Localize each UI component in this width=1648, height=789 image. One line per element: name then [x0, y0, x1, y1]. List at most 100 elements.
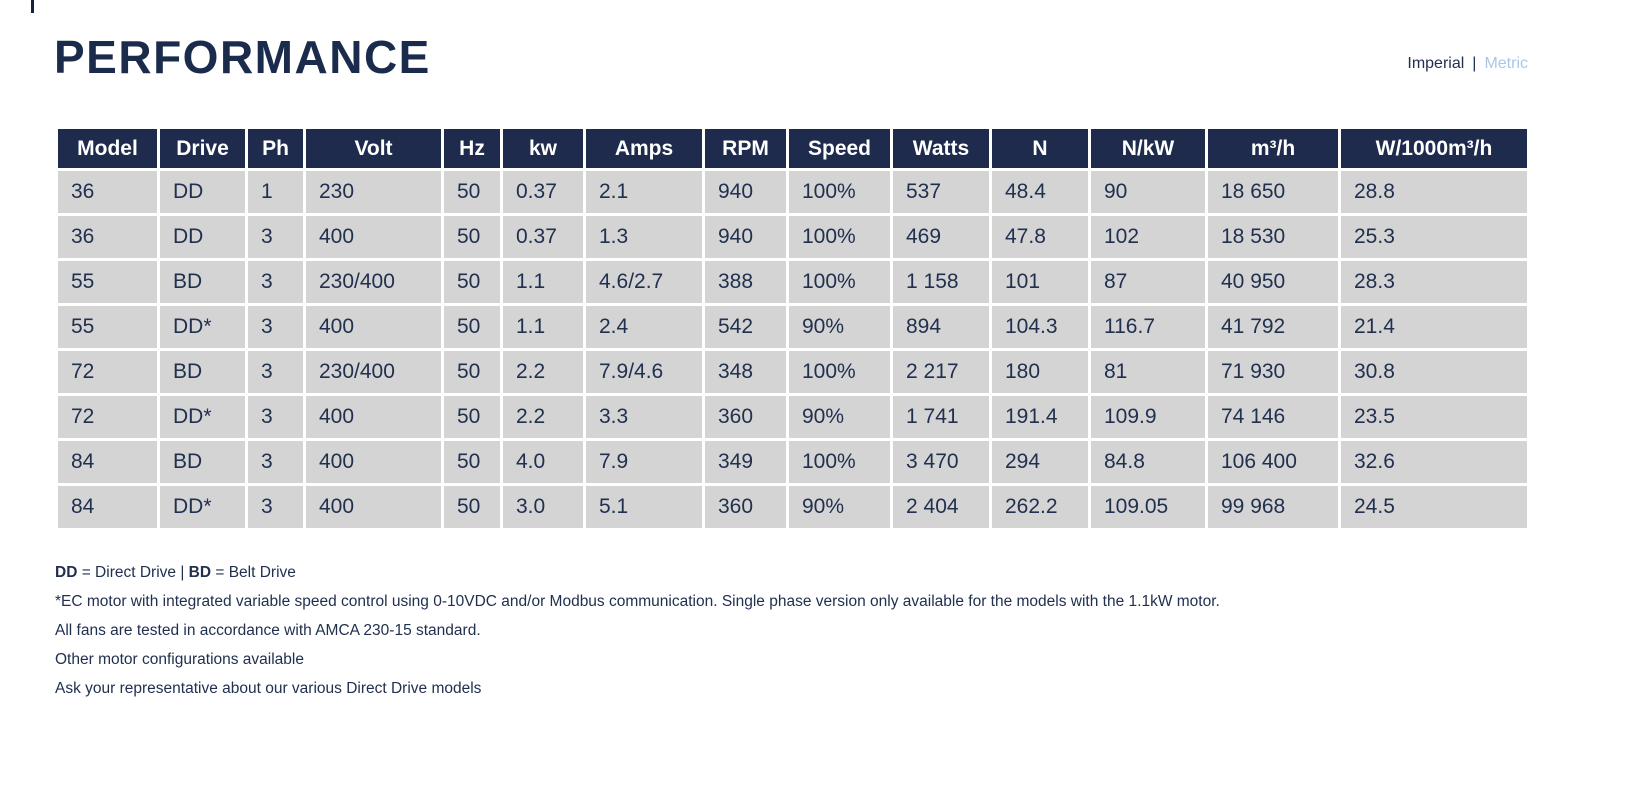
ec-motor-note: *EC motor with integrated variable speed…: [55, 593, 1220, 610]
cell-rpm: 940: [702, 168, 789, 216]
cell-w-1000m-h: 28.8: [1338, 168, 1530, 216]
cell-rpm: 360: [702, 483, 789, 531]
cell-watts: 894: [890, 303, 992, 351]
cell-ph: 1: [245, 168, 306, 216]
cell-speed: 100%: [786, 438, 893, 486]
cell-drive: DD*: [157, 303, 248, 351]
cell-watts: 2 404: [890, 483, 992, 531]
cell-m-h: 106 400: [1205, 438, 1341, 486]
cell-m-h: 40 950: [1205, 258, 1341, 306]
cell-w-1000m-h: 30.8: [1338, 348, 1530, 396]
cell-model: 36: [55, 168, 160, 216]
cell-ph: 3: [245, 258, 306, 306]
imperial-toggle[interactable]: Imperial: [1407, 55, 1465, 72]
cell-n: 48.4: [989, 168, 1091, 216]
cell-w-1000m-h: 23.5: [1338, 393, 1530, 441]
units-toggle: Imperial | Metric: [1407, 55, 1528, 73]
cell-w-1000m-h: 32.6: [1338, 438, 1530, 486]
cell-drive: BD: [157, 438, 248, 486]
cell-model: 36: [55, 213, 160, 261]
cell-m-h: 18 650: [1205, 168, 1341, 216]
cell-drive: BD: [157, 258, 248, 306]
cell-speed: 90%: [786, 303, 893, 351]
cell-n: 47.8: [989, 213, 1091, 261]
cell-w-1000m-h: 28.3: [1338, 258, 1530, 306]
cell-amps: 2.4: [583, 303, 705, 351]
cell-ph: 3: [245, 348, 306, 396]
representative-note: Ask your representative about our variou…: [55, 680, 482, 697]
cell-amps: 5.1: [583, 483, 705, 531]
cell-n-kw: 90: [1088, 168, 1208, 216]
table-row: 55 DD* 3 400 50 1.1 2.4 542 90% 894 104.3 116.7 41 7…: [55, 303, 1530, 351]
cell-model: 84: [55, 438, 160, 486]
cell-rpm: 349: [702, 438, 789, 486]
cell-kw: 4.0: [500, 438, 586, 486]
cell-m-h: 99 968: [1205, 483, 1341, 531]
cell-hz: 50: [441, 258, 503, 306]
cell-drive: BD: [157, 348, 248, 396]
cell-n-kw: 102: [1088, 213, 1208, 261]
cell-n-kw: 84.8: [1088, 438, 1208, 486]
cell-watts: 1 158: [890, 258, 992, 306]
cell-drive: DD*: [157, 483, 248, 531]
cell-kw: 1.1: [500, 258, 586, 306]
cell-m-h: 41 792: [1205, 303, 1341, 351]
cell-n-kw: 81: [1088, 348, 1208, 396]
cell-model: 72: [55, 348, 160, 396]
table-head-row: Model Drive Ph Volt Hz kw Amps RPM Speed Watts N N/…: [55, 126, 1530, 171]
cell-speed: 100%: [786, 348, 893, 396]
cell-ph: 3: [245, 303, 306, 351]
column-header-rpm: RPM: [702, 126, 789, 171]
table-body: 36 DD 1 230 50 0.37 2.1 940 100% 537 48.4 90 18 650 2…: [55, 168, 1530, 531]
cell-ph: 3: [245, 438, 306, 486]
cell-amps: 7.9: [583, 438, 705, 486]
cell-volt: 400: [303, 303, 444, 351]
table-row: 36 DD 1 230 50 0.37 2.1 940 100% 537 48.4 90 18 650 2…: [55, 168, 1530, 216]
amca-standard-note: All fans are tested in accordance with A…: [55, 622, 481, 639]
cell-n: 104.3: [989, 303, 1091, 351]
cell-w-1000m-h: 21.4: [1338, 303, 1530, 351]
cell-hz: 50: [441, 438, 503, 486]
cell-hz: 50: [441, 303, 503, 351]
table-row: 72 BD 3 230/400 50 2.2 7.9/4.6 348 100% 2 217 180 8…: [55, 348, 1530, 396]
cell-m-h: 71 930: [1205, 348, 1341, 396]
cell-hz: 50: [441, 168, 503, 216]
column-header-speed: Speed: [786, 126, 893, 171]
cell-n: 294: [989, 438, 1091, 486]
cell-speed: 90%: [786, 483, 893, 531]
metric-toggle[interactable]: Metric: [1484, 55, 1528, 72]
cell-watts: 537: [890, 168, 992, 216]
units-toggle-separator: |: [1472, 55, 1477, 72]
cell-n-kw: 116.7: [1088, 303, 1208, 351]
cell-rpm: 348: [702, 348, 789, 396]
cell-w-1000m-h: 25.3: [1338, 213, 1530, 261]
cell-n: 262.2: [989, 483, 1091, 531]
cell-amps: 2.1: [583, 168, 705, 216]
cell-watts: 469: [890, 213, 992, 261]
page-corner-mark: [31, 0, 34, 13]
cell-watts: 3 470: [890, 438, 992, 486]
cell-amps: 4.6/2.7: [583, 258, 705, 306]
table-row: 84 BD 3 400 50 4.0 7.9 349 100% 3 470 294 84.8 106 4…: [55, 438, 1530, 486]
cell-volt: 230/400: [303, 348, 444, 396]
column-header-volt: Volt: [303, 126, 444, 171]
cell-model: 84: [55, 483, 160, 531]
cell-model: 55: [55, 303, 160, 351]
column-header-model: Model: [55, 126, 160, 171]
cell-model: 55: [55, 258, 160, 306]
cell-drive: DD: [157, 168, 248, 216]
bd-abbreviation: BD: [188, 564, 212, 581]
cell-kw: 2.2: [500, 348, 586, 396]
cell-hz: 50: [441, 393, 503, 441]
column-header-ph: Ph: [245, 126, 306, 171]
cell-n-kw: 109.05: [1088, 483, 1208, 531]
column-header-kw: kw: [500, 126, 586, 171]
cell-watts: 2 217: [890, 348, 992, 396]
motor-configurations-note: Other motor configurations available: [55, 651, 304, 668]
cell-ph: 3: [245, 393, 306, 441]
footnotes: DD = Direct Drive | BD = Belt Drive *EC …: [55, 564, 1220, 709]
cell-kw: 0.37: [500, 168, 586, 216]
cell-w-1000m-h: 24.5: [1338, 483, 1530, 531]
dd-abbreviation: DD: [55, 564, 78, 581]
